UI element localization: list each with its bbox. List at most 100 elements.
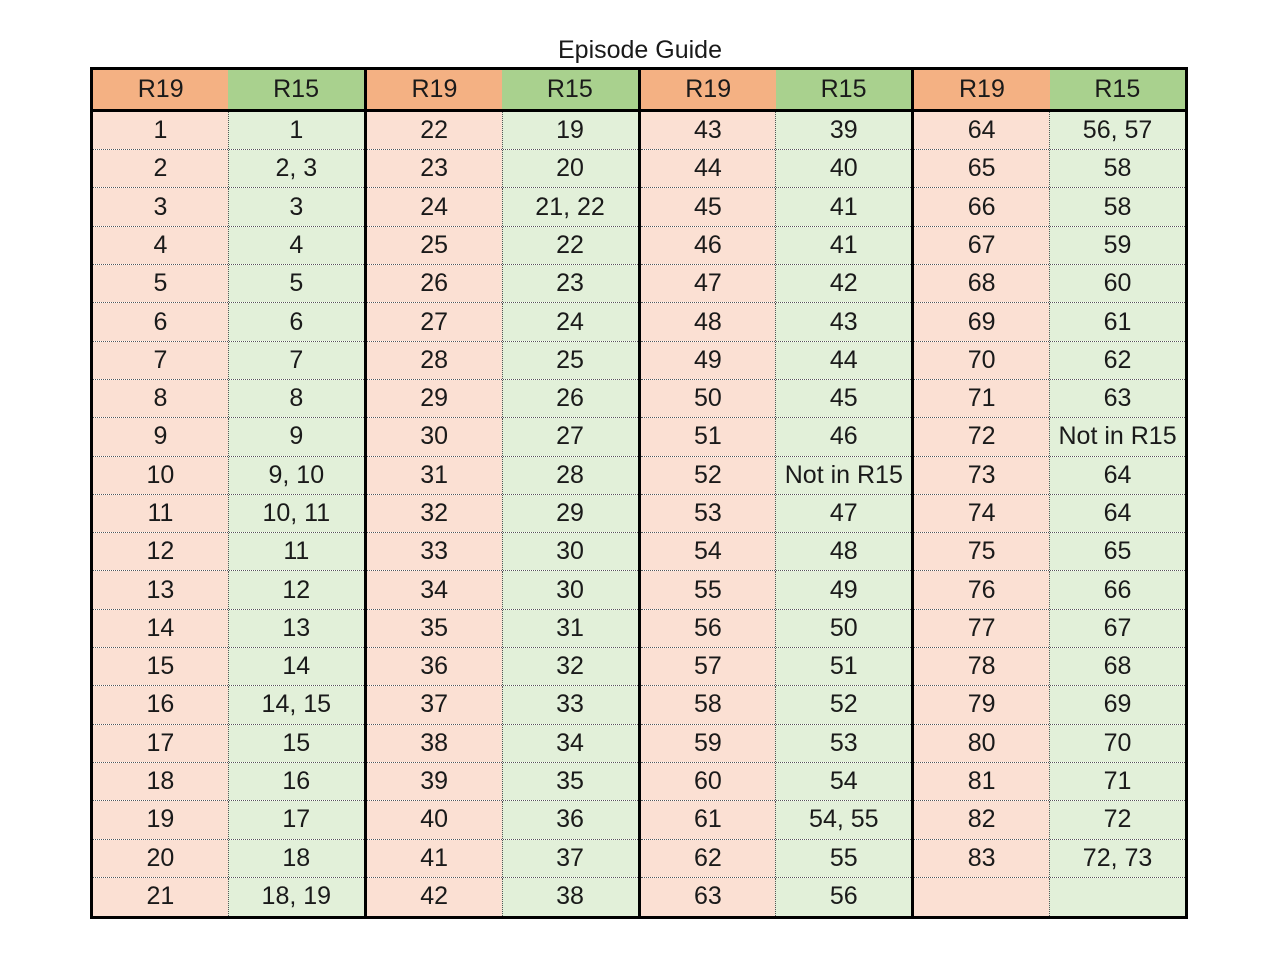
header-r15: R15 (1049, 70, 1185, 109)
table-row: 34 30 (366, 571, 638, 610)
cell-r19 (914, 877, 1050, 917)
table-row: 80 70 (914, 724, 1185, 763)
cell-r19: 17 (93, 724, 228, 762)
cell-r15: 45 (775, 379, 912, 418)
table-row: 54 48 (640, 533, 912, 572)
header-r19: R19 (93, 70, 229, 109)
cell-r19: 16 (93, 686, 228, 724)
cell-r15 (1049, 877, 1185, 917)
cell-r15: 70 (1049, 724, 1185, 762)
cell-r15: 25 (501, 341, 638, 379)
cell-r15: 44 (775, 341, 912, 379)
cell-r15: 54, 55 (775, 801, 912, 839)
cell-r15: 55 (775, 839, 912, 877)
cell-r19: 79 (914, 686, 1050, 724)
cell-r15: 54 (775, 762, 912, 801)
table-row: 70 62 (914, 341, 1185, 380)
table-row: 12 11 (93, 533, 364, 572)
cell-r15: 1 (227, 111, 364, 150)
cell-r19: 74 (914, 494, 1050, 533)
cell-r15: 35 (501, 762, 638, 801)
cell-r15: 30 (501, 533, 638, 571)
cell-r15: 52 (775, 686, 912, 724)
cell-r19: 45 (640, 188, 776, 226)
episode-table: R19 R15 1 1 2 2, 3 3 3 4 4 5 5 6 6 7 7 8 8 9 9 10 9, 10 11 10, … (90, 67, 1188, 919)
table-row: 67 59 (914, 226, 1185, 266)
table-row: 68 60 (914, 265, 1185, 304)
cell-r19: 13 (93, 571, 228, 609)
table-row: 24 21, 22 (366, 188, 638, 227)
table-row: 20 18 (93, 839, 364, 878)
cell-r19: 65 (914, 150, 1050, 188)
cell-r15: 62 (1049, 341, 1185, 379)
cell-r19: 70 (914, 341, 1050, 379)
cell-r19: 50 (640, 379, 776, 418)
column-group-4: R19 R15 64 56, 57 65 58 66 58 67 59 68 60 69 61 70 62 71… (914, 70, 1185, 917)
cell-r15: 26 (501, 379, 638, 418)
cell-r15: Not in R15 (775, 456, 912, 494)
cell-r19: 6 (93, 303, 228, 341)
cell-r15: 24 (501, 303, 638, 341)
cell-r19: 36 (366, 648, 502, 686)
table-row: 17 15 (93, 724, 364, 763)
cell-r19: 52 (640, 456, 776, 494)
cell-r15: 37 (501, 839, 638, 877)
cell-r19: 2 (93, 150, 228, 188)
table-row: 72 Not in R15 (914, 418, 1185, 457)
table-row: 10 9, 10 (93, 456, 364, 495)
table-row: 41 37 (366, 839, 638, 878)
cell-r15: 11 (227, 533, 364, 571)
cell-r15: 60 (1049, 265, 1185, 303)
cell-r19: 53 (640, 494, 776, 533)
table-row: 15 14 (93, 648, 364, 687)
cell-r19: 35 (366, 609, 502, 648)
table-row: 16 14, 15 (93, 686, 364, 725)
table-row: 39 35 (366, 762, 638, 802)
cell-r19: 12 (93, 533, 228, 571)
cell-r19: 62 (640, 839, 776, 877)
cell-r15: 58 (1049, 150, 1185, 188)
cell-r19: 1 (93, 111, 228, 150)
cell-r19: 30 (366, 418, 502, 456)
cell-r19: 47 (640, 265, 776, 303)
cell-r15: 49 (775, 571, 912, 609)
cell-r19: 10 (93, 456, 228, 494)
cell-r19: 80 (914, 724, 1050, 762)
cell-r15: Not in R15 (1049, 418, 1185, 456)
table-row: 83 72, 73 (914, 839, 1185, 878)
cell-r15: 58 (1049, 188, 1185, 226)
cell-r19: 37 (366, 686, 502, 724)
cell-r19: 43 (640, 111, 776, 150)
cell-r19: 25 (366, 226, 502, 265)
table-row: 81 71 (914, 762, 1185, 802)
cell-r19: 76 (914, 571, 1050, 609)
cell-r15: 3 (227, 188, 364, 226)
cell-r15: 27 (501, 418, 638, 456)
table-row: 33 30 (366, 533, 638, 572)
cell-r15: 18 (227, 839, 364, 877)
table-row: 59 53 (640, 724, 912, 763)
cell-r19: 56 (640, 609, 776, 648)
table-row: 77 67 (914, 609, 1185, 649)
cell-r19: 42 (366, 877, 502, 917)
cell-r15: 13 (227, 609, 364, 648)
table-row: 28 25 (366, 341, 638, 380)
table-row: 66 58 (914, 188, 1185, 227)
cell-r15: 68 (1049, 648, 1185, 686)
table-row: 45 41 (640, 188, 912, 227)
cell-r15: 64 (1049, 456, 1185, 494)
table-row: 30 27 (366, 418, 638, 457)
cell-r19: 9 (93, 418, 228, 456)
cell-r15: 67 (1049, 609, 1185, 648)
column-group-3: R19 R15 43 39 44 40 45 41 46 41 47 42 48 43 49 44 50 45 51… (640, 70, 915, 917)
cell-r19: 22 (366, 111, 502, 150)
table-row: 47 42 (640, 265, 912, 304)
table-row: 52 Not in R15 (640, 456, 912, 495)
table-row: 50 45 (640, 379, 912, 419)
cell-r19: 55 (640, 571, 776, 609)
cell-r19: 39 (366, 762, 502, 801)
header-row: R19 R15 (93, 70, 364, 112)
cell-r15: 22 (501, 226, 638, 265)
